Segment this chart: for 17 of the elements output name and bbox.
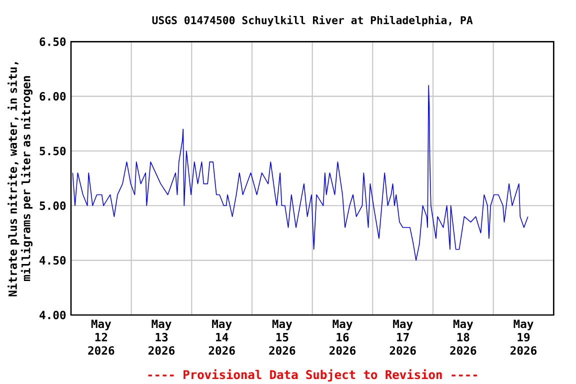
text: ---- Provisional Data Subject to Revision ----	[148, 369, 478, 382]
x-tick-label: May 18 2026	[450, 320, 476, 355]
y-tick-label: 5.50	[40, 146, 66, 156]
y-tick-label: 6.50	[40, 37, 66, 46]
x-tick-label: May 13 2026	[148, 320, 175, 355]
x-tick-label: May 17 2026	[390, 320, 416, 355]
y-axis-title: Nitrate plus nitrite, water, in situ, milligrams per liter as nitrogen	[8, 62, 33, 296]
y-tick-label: 4.00	[40, 310, 66, 320]
x-tick-label: May 14 2026	[208, 320, 235, 355]
y-tick-label: 5.00	[40, 201, 66, 210]
x-tick-label: May 19 2026	[510, 320, 537, 355]
chart-title: USGS 01474500 Schuylkill River at Philadelphia, PA	[152, 15, 473, 26]
x-tick-label: May 12 2026	[88, 320, 114, 355]
x-tick-label: May 16 2026	[329, 320, 356, 355]
y-tick-label: 6.00	[40, 92, 66, 101]
y-tick-label: 4.50	[40, 256, 66, 265]
x-tick-label: May 15 2026	[269, 320, 296, 355]
